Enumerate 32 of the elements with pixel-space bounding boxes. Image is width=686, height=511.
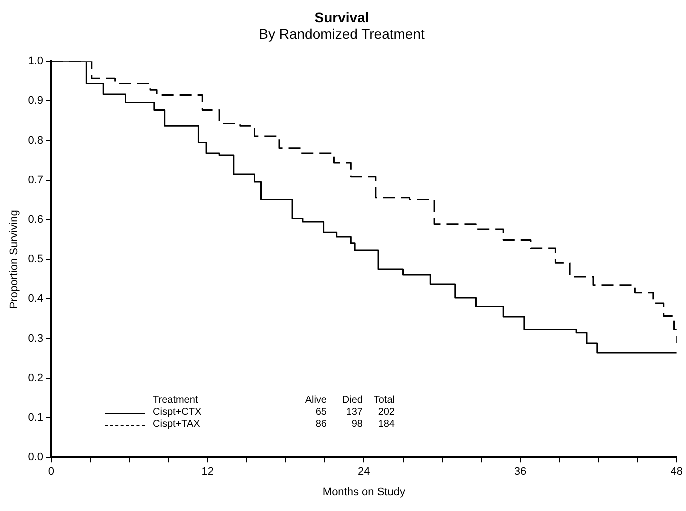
legend-label: Cispt+CTX [153,407,203,419]
y-tick-label: 0.4 [28,293,44,306]
y-tick-label: 0.3 [28,332,44,345]
annotation: 184 [377,419,395,431]
annotation: 202 [377,407,395,419]
chart-title: Survival [314,9,370,26]
y-axis-title: Proportion Surviving [8,210,21,310]
y-tick-label: 0.1 [28,412,44,424]
x-tick-label: 12 [202,466,214,478]
annotation: Died [341,395,363,407]
y-tick-label: 0.0 [28,452,44,464]
annotation: 137 [345,407,363,419]
annotation: 86 [314,419,327,431]
x-tick-label: 48 [670,466,684,478]
annotation: Total [372,395,395,407]
annotation: 65 [314,407,327,419]
annotation: 98 [350,419,363,431]
y-tick-label: 0.5 [28,254,44,266]
legend-label: Cispt+TAX [153,419,202,431]
x-axis-title: Months on Study [322,486,406,498]
y-tick-label: 0.8 [28,134,44,147]
y-tick-label: 0.2 [28,372,44,384]
x-tick-label: 24 [358,466,370,478]
y-tick-label: 0.7 [28,174,44,186]
y-tick-label: 0.9 [28,95,44,108]
y-tick-label: 1.0 [28,56,44,68]
chart-subtitle: By Randomized Treatment [259,26,425,42]
legend-title: Treatment [153,395,200,407]
y-tick-label: 0.6 [28,214,44,226]
x-tick-label: 0 [48,466,55,478]
annotation: Alive [304,395,327,407]
x-tick-label: 36 [514,466,527,478]
